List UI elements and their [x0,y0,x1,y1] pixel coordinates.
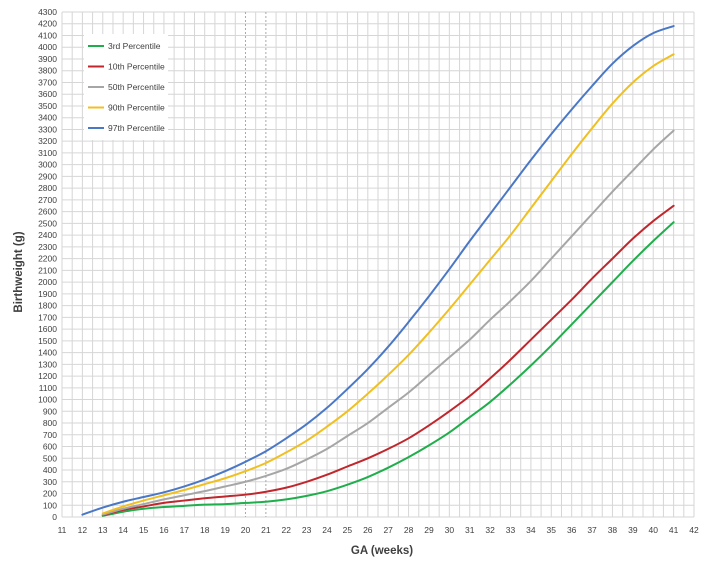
series-line-97th-percentile [81,25,675,516]
x-tick-label: 15 [139,525,149,535]
x-tick-label: 32 [485,525,495,535]
y-tick-label: 200 [43,489,57,499]
x-tick-label: 17 [180,525,190,535]
x-tick-label: 28 [404,525,414,535]
x-tick-label: 31 [465,525,475,535]
x-tick-label: 23 [302,525,312,535]
x-tick-label: 22 [282,525,292,535]
y-tick-label: 1900 [38,289,57,299]
x-tick-label: 26 [363,525,373,535]
x-tick-label: 11 [58,525,67,535]
y-tick-label: 1100 [39,383,58,393]
y-tick-label: 700 [43,430,57,440]
x-tick-label: 41 [669,525,679,535]
y-axis-title: Birthweight (g) [13,231,25,312]
y-tick-label: 2600 [38,207,57,217]
x-tick-label: 29 [424,525,434,535]
y-tick-label: 4100 [38,30,57,40]
x-tick-label: 42 [689,525,699,535]
y-tick-label: 2200 [38,254,57,264]
y-tick-label: 3800 [38,66,57,76]
legend-label: 3rd Percentile [108,41,161,51]
y-tick-label: 1000 [38,395,57,405]
y-tick-label: 3200 [38,136,57,146]
y-tick-label: 400 [43,465,57,475]
x-tick-label: 18 [200,525,210,535]
y-tick-label: 3900 [38,54,57,64]
x-tick-label: 33 [506,525,516,535]
y-tick-label: 2900 [38,171,57,181]
legend-label: 90th Percentile [108,103,165,113]
legend-label: 50th Percentile [108,82,165,92]
y-tick-label: 800 [43,418,57,428]
y-tick-label: 4000 [38,42,57,52]
y-tick-label: 2800 [38,183,57,193]
x-tick-label: 24 [322,525,332,535]
x-tick-label: 35 [547,525,557,535]
x-tick-label: 34 [526,525,536,535]
y-tick-label: 3400 [38,113,57,123]
y-tick-label: 300 [43,477,57,487]
y-tick-label: 1600 [38,324,57,334]
series-line-50th-percentile [101,129,675,516]
y-tick-label: 3300 [38,124,57,134]
y-tick-label: 0 [52,512,57,522]
series-line-3rd-percentile [101,221,675,517]
x-tick-label: 16 [159,525,169,535]
series-line-10th-percentile [101,204,675,517]
y-tick-label: 3500 [38,101,57,111]
y-tick-label: 1300 [38,359,57,369]
x-axis-tick-labels: 11 12 13 14 15 16 17 18 19 20 21 22 23 24 25 26 27 28 29 30… [58,525,699,535]
x-tick-label: 39 [628,525,638,535]
grid [61,11,695,518]
x-tick-label: 21 [261,525,271,535]
x-axis-title: GA (weeks) [351,545,413,557]
x-tick-label: 14 [118,525,128,535]
y-tick-label: 1700 [38,312,57,322]
y-tick-label: 2000 [38,277,57,287]
y-tick-label: 1500 [38,336,57,346]
y-tick-label: 2300 [38,242,57,252]
y-tick-label: 2100 [38,265,57,275]
x-tick-label: 37 [587,525,597,535]
y-tick-label: 2700 [38,195,57,205]
y-tick-label: 4300 [38,7,57,17]
y-tick-label: 3000 [38,160,57,170]
y-tick-label: 2500 [38,218,57,228]
y-tick-label: 3100 [38,148,57,158]
x-tick-label: 12 [78,525,88,535]
y-tick-label: 4200 [38,19,57,29]
x-tick-label: 40 [648,525,658,535]
y-tick-label: 100 [43,500,57,510]
y-tick-label: 1800 [38,301,57,311]
series-line-90th-percentile [101,53,675,515]
y-tick-label: 600 [43,442,57,452]
y-tick-label: 2400 [38,230,57,240]
legend-label: 10th Percentile [108,62,165,72]
x-tick-label: 27 [383,525,393,535]
y-tick-label: 900 [43,406,57,416]
legend: 3rd Percentile 10th Percentile 50th Percen… [84,34,168,140]
y-axis-tick-labels: 0100200300400500600700800900100011001200… [38,7,57,522]
x-tick-label: 30 [445,525,455,535]
y-tick-label: 1400 [38,348,57,358]
y-tick-label: 3700 [38,77,57,87]
legend-label: 97th Percentile [108,123,165,133]
series-lines [81,25,675,517]
x-tick-label: 13 [98,525,108,535]
x-tick-label: 36 [567,525,577,535]
x-tick-label: 20 [241,525,251,535]
y-tick-label: 500 [43,453,57,463]
x-tick-label: 38 [608,525,618,535]
x-tick-label: 19 [220,525,230,535]
y-tick-label: 1200 [38,371,57,381]
y-tick-label: 3600 [38,89,57,99]
x-tick-label: 25 [343,525,353,535]
